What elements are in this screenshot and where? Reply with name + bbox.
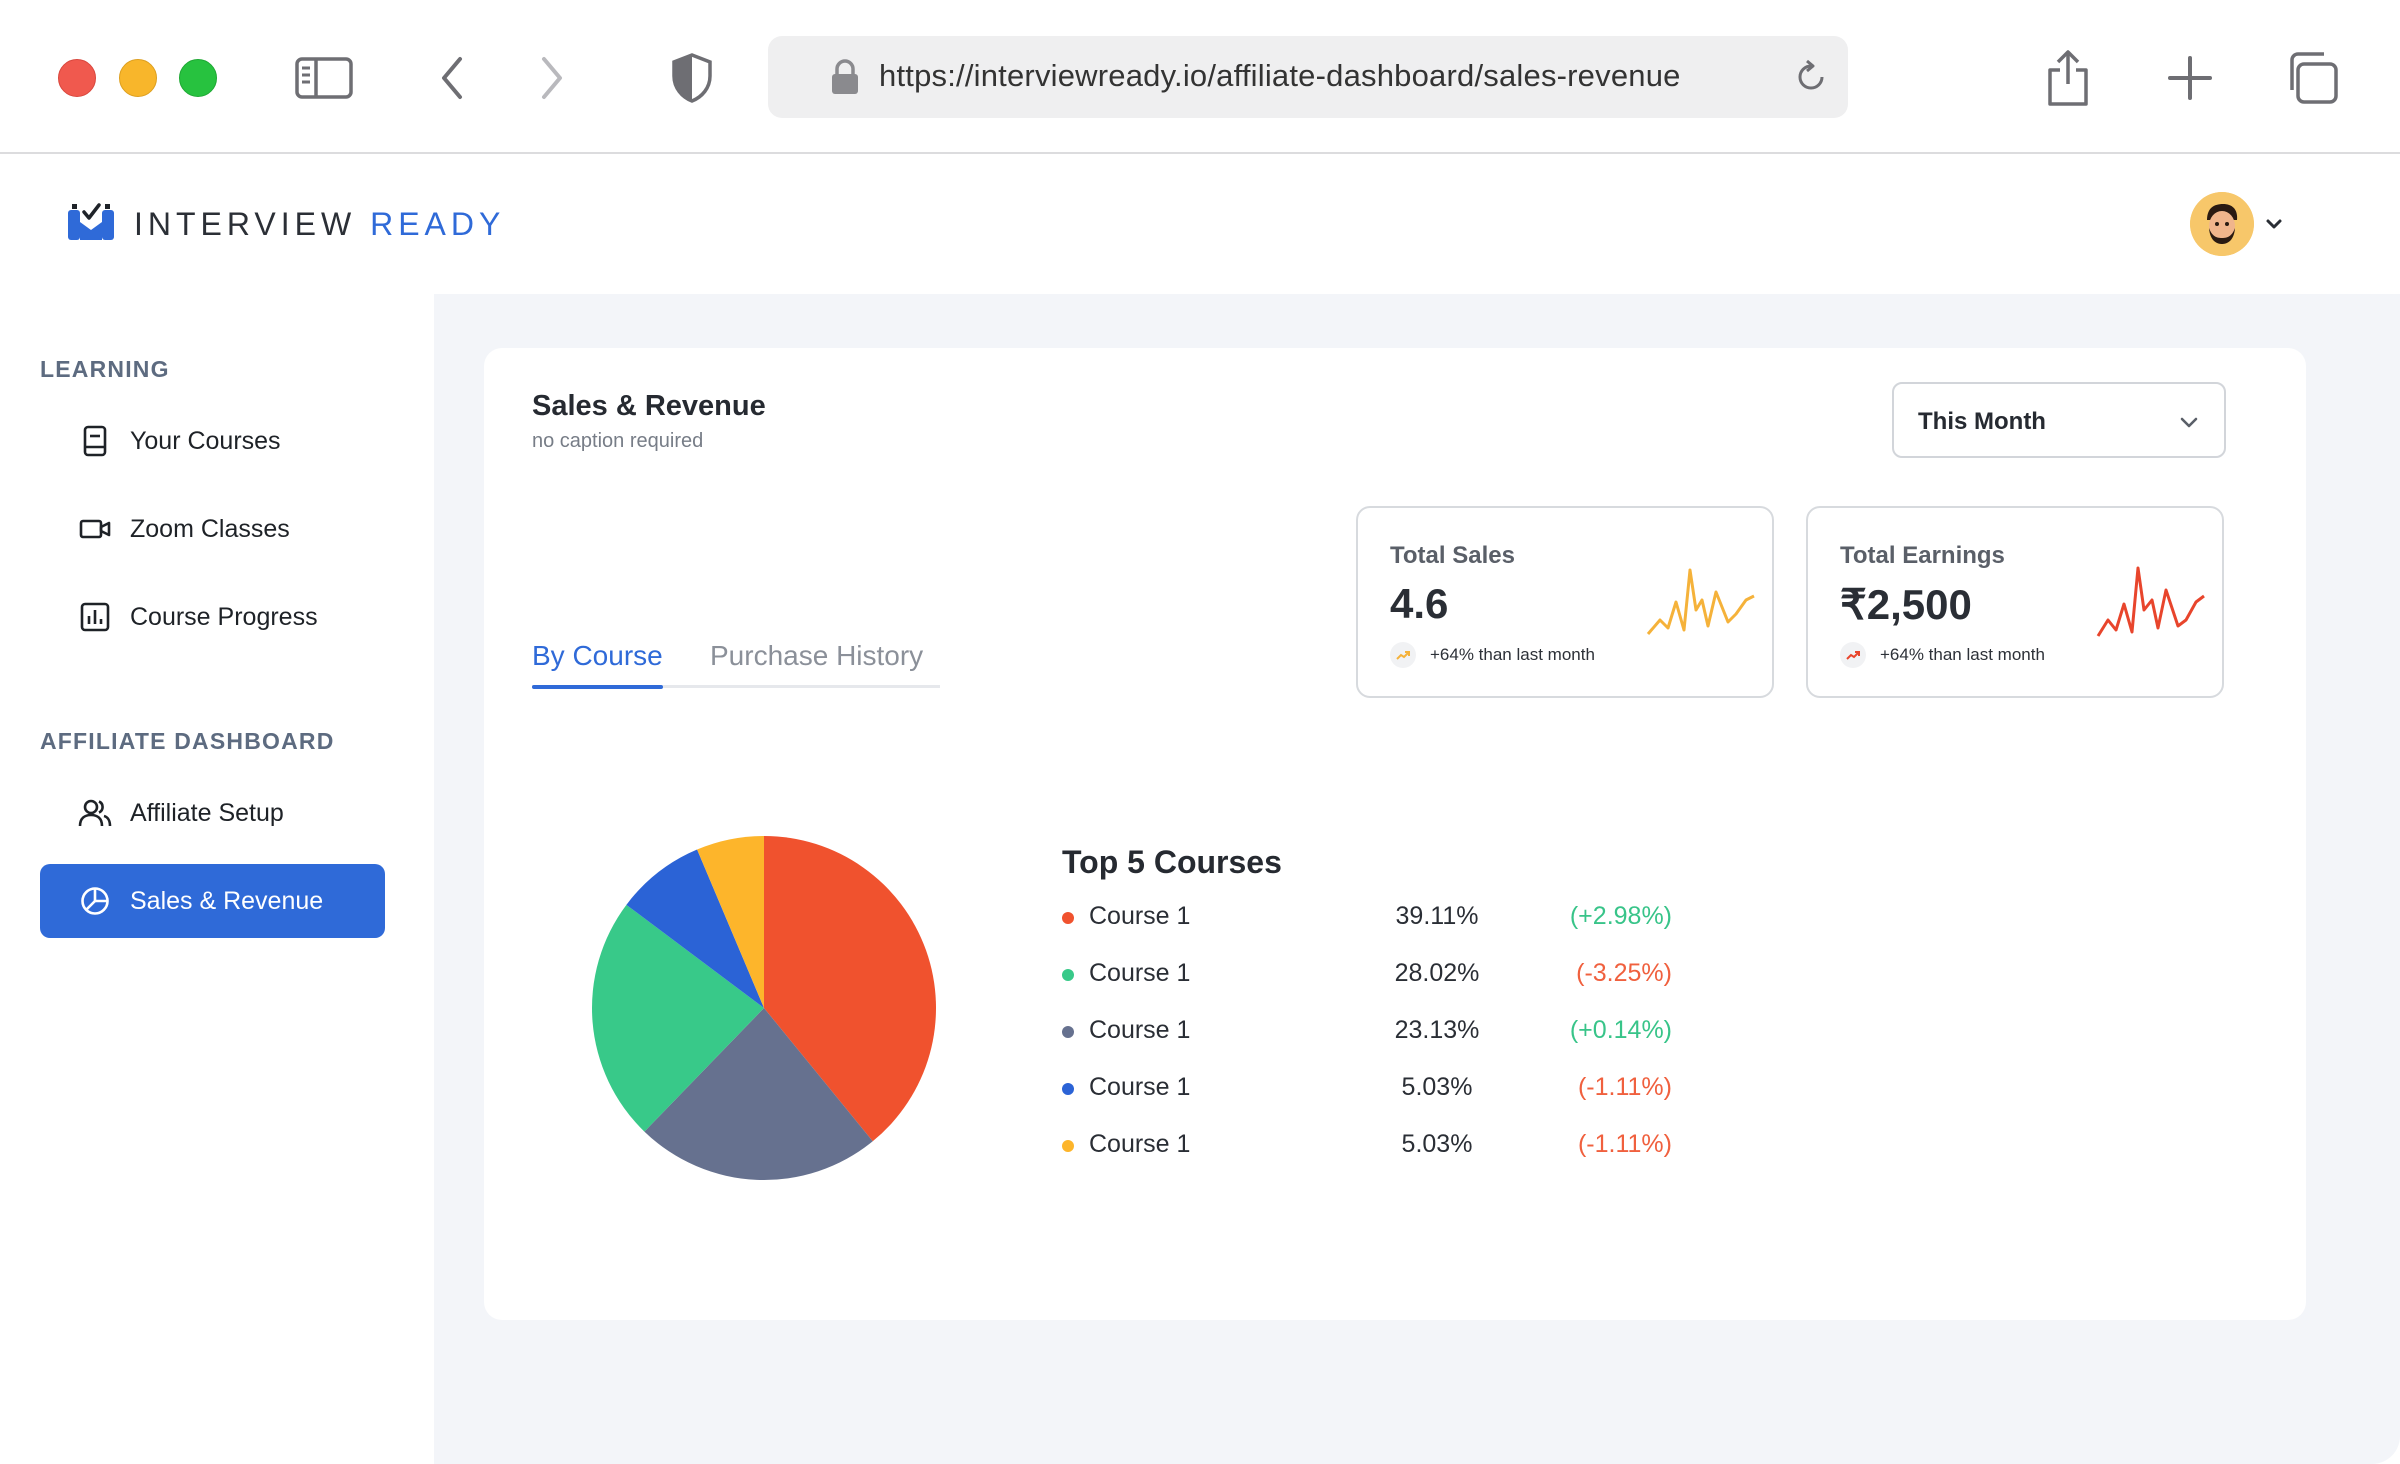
sidebar-item-your-courses[interactable]: Your Courses <box>40 404 385 478</box>
sales-sparkline <box>1646 568 1755 635</box>
section-label-learning: LEARNING <box>40 356 170 382</box>
sidebar: LEARNING Your Courses Zoom Classes Cours… <box>0 294 434 1464</box>
course-change: (-3.25%) <box>1576 959 1672 987</box>
avatar[interactable] <box>2190 192 2254 256</box>
chevron-down-icon[interactable] <box>2262 212 2286 241</box>
trend-up-icon <box>1840 642 1866 668</box>
pie-slice-4[interactable] <box>626 849 764 1008</box>
sidebar-item-label: Your Courses <box>130 426 281 455</box>
chevron-down-icon <box>2176 410 2202 441</box>
period-select[interactable]: This Month <box>1892 382 2226 458</box>
pie-chart-icon <box>78 884 112 918</box>
address-bar[interactable]: https://interviewready.io/affiliate-dash… <box>768 36 1848 118</box>
course-share: 39.11% <box>1395 902 1479 930</box>
browser-toolbar: https://interviewready.io/affiliate-dash… <box>0 0 2400 154</box>
course-name: Course 1 <box>1089 959 1191 987</box>
stat-value: 4.6 <box>1390 580 1449 627</box>
brand-logo[interactable]: INTERVIEW READY <box>66 200 505 249</box>
card-title: Sales & Revenue <box>532 390 766 422</box>
logo-icon <box>66 200 116 249</box>
tab-bar: By Course Purchase History <box>532 640 940 689</box>
course-name: Course 1 <box>1089 1016 1191 1044</box>
section-label-affiliate: AFFILIATE DASHBOARD <box>40 728 335 754</box>
trend-up-icon <box>1390 642 1416 668</box>
legend-bullet <box>1062 1140 1074 1152</box>
brand-name-part2: READY <box>370 206 506 242</box>
course-row[interactable]: Course 1 39.11% (+2.98%) <box>1062 896 1682 936</box>
lock-icon <box>830 58 860 101</box>
minimize-window-button[interactable] <box>119 59 157 97</box>
legend-bullet <box>1062 1083 1074 1095</box>
course-change: (+2.98%) <box>1569 902 1672 930</box>
url-text[interactable]: https://interviewready.io/affiliate-dash… <box>879 58 1681 93</box>
tab-by-course[interactable]: By Course <box>532 640 663 689</box>
maximize-window-button[interactable] <box>179 59 217 97</box>
users-icon <box>78 796 112 830</box>
sidebar-item-zoom-classes[interactable]: Zoom Classes <box>40 492 385 566</box>
sidebar-item-label: Sales & Revenue <box>130 886 324 915</box>
course-share-pie-chart <box>592 836 936 1180</box>
stat-trend-text: +64% than last month <box>1430 645 1595 664</box>
stat-title: Total Sales <box>1390 542 1515 569</box>
course-name: Course 1 <box>1089 1073 1191 1101</box>
share-icon[interactable] <box>2036 46 2100 110</box>
book-icon <box>78 424 112 458</box>
course-change: (+0.14%) <box>1569 1016 1672 1044</box>
course-share: 28.02% <box>1394 959 1480 987</box>
stat-value: ₹2,500 <box>1840 581 1972 628</box>
course-name: Course 1 <box>1089 1130 1191 1158</box>
course-share: 5.03% <box>1401 1073 1473 1101</box>
course-row[interactable]: Course 1 5.03% (-1.11%) <box>1062 1067 1682 1107</box>
course-row[interactable]: Course 1 5.03% (-1.11%) <box>1062 1124 1682 1164</box>
close-window-button[interactable] <box>58 59 96 97</box>
tabs-overview-icon[interactable] <box>2280 46 2344 110</box>
bar-chart-icon <box>78 600 112 634</box>
course-change: (-1.11%) <box>1577 1073 1672 1101</box>
legend-bullet <box>1062 969 1074 981</box>
stat-trend: +64% than last month <box>1840 642 2045 668</box>
sidebar-item-course-progress[interactable]: Course Progress <box>40 580 385 654</box>
sales-revenue-card: Sales & Revenue no caption required This… <box>484 348 2306 1320</box>
total-earnings-card: Total Earnings ₹2,500 +64% than last mon… <box>1806 506 2224 698</box>
period-select-value: This Month <box>1918 408 2046 435</box>
new-tab-icon[interactable] <box>2158 46 2222 110</box>
main-content: Sales & Revenue no caption required This… <box>434 294 2400 1464</box>
tab-purchase-history[interactable]: Purchase History <box>710 640 924 671</box>
sidebar-item-sales-revenue[interactable]: Sales & Revenue <box>40 864 385 938</box>
pie-slice-3[interactable] <box>592 904 764 1132</box>
course-row[interactable]: Course 1 23.13% (+0.14%) <box>1062 1010 1682 1050</box>
brand-name: INTERVIEW READY <box>134 206 505 243</box>
top-courses-title: Top 5 Courses <box>1062 844 1282 880</box>
brand-name-part1: INTERVIEW <box>134 206 357 242</box>
earnings-sparkline <box>2096 566 2205 637</box>
stat-trend: +64% than last month <box>1390 642 1595 668</box>
video-camera-icon <box>78 512 112 546</box>
card-subtitle: no caption required <box>532 430 704 452</box>
course-share: 23.13% <box>1394 1016 1480 1044</box>
shield-icon[interactable] <box>660 46 724 110</box>
forward-icon[interactable] <box>520 46 584 110</box>
course-change: (-1.11%) <box>1577 1130 1672 1158</box>
pie-slice-2[interactable] <box>644 1008 873 1180</box>
reload-icon[interactable] <box>1792 58 1830 101</box>
total-sales-card: Total Sales 4.6 +64% than last month <box>1356 506 1774 698</box>
sidebar-toggle-icon[interactable] <box>292 46 356 110</box>
stat-title: Total Earnings <box>1840 542 2005 569</box>
sidebar-item-label: Zoom Classes <box>130 514 290 543</box>
legend-bullet <box>1062 912 1074 924</box>
stat-trend-text: +64% than last month <box>1880 645 2045 664</box>
course-row[interactable]: Course 1 28.02% (-3.25%) <box>1062 953 1682 993</box>
back-icon[interactable] <box>420 46 484 110</box>
sidebar-item-label: Course Progress <box>130 602 318 631</box>
legend-bullet <box>1062 1026 1074 1038</box>
course-share: 5.03% <box>1401 1130 1473 1158</box>
sidebar-item-label: Affiliate Setup <box>130 798 284 827</box>
pie-slice-5[interactable] <box>697 836 764 1008</box>
pie-slice-1[interactable] <box>764 836 936 1142</box>
course-name: Course 1 <box>1089 902 1191 930</box>
sidebar-item-affiliate-setup[interactable]: Affiliate Setup <box>40 776 385 850</box>
